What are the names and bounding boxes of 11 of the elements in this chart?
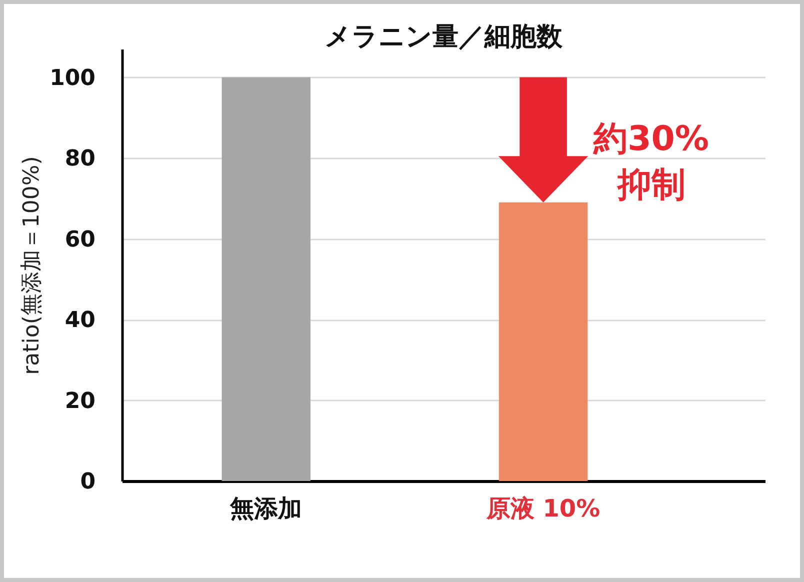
y-tick-label: 0 xyxy=(80,470,96,494)
y-tick-label: 40 xyxy=(64,308,96,334)
x-tick-label: 原液 10% xyxy=(485,494,600,522)
chart-title: メラニン量／細胞数 xyxy=(324,22,564,52)
annotation: 約30% 抑制 xyxy=(592,118,709,205)
y-tick-label: 60 xyxy=(64,227,96,252)
y-tick-label: 80 xyxy=(64,146,96,172)
x-tick-label: 無添加 xyxy=(229,494,302,522)
y-tick-label: 100 xyxy=(50,66,96,91)
y-tick-label: 20 xyxy=(64,388,96,414)
y-axis-title: ratio(無添加＝100%) xyxy=(20,156,45,375)
